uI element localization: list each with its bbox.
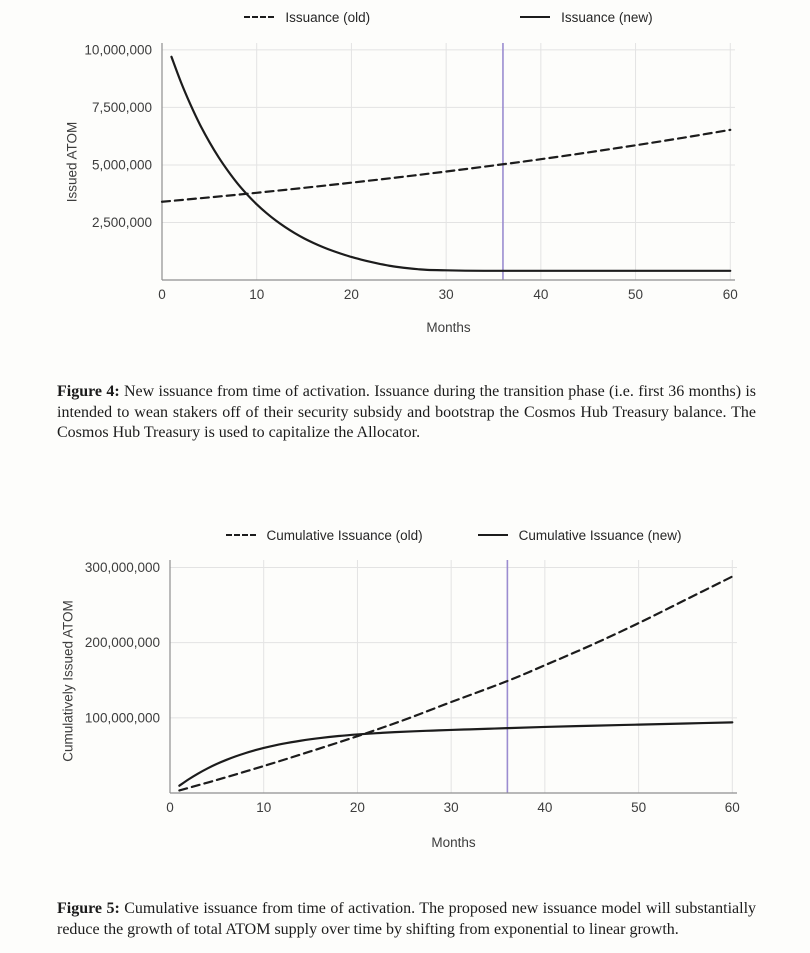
svg-text:50: 50 bbox=[631, 800, 646, 815]
cumulative-chart-x-axis-title: Months bbox=[431, 835, 476, 850]
svg-text:300,000,000: 300,000,000 bbox=[85, 560, 160, 575]
svg-text:10,000,000: 10,000,000 bbox=[84, 42, 152, 57]
svg-text:60: 60 bbox=[725, 800, 740, 815]
svg-text:20: 20 bbox=[344, 287, 359, 302]
legend-label: Cumulative Issuance (new) bbox=[518, 527, 682, 543]
figure4-caption: Figure 4: New issuance from time of acti… bbox=[57, 382, 756, 444]
legend-label: Cumulative Issuance (old) bbox=[266, 527, 423, 543]
issuance-chart-legend: Issuance (old) Issuance (new) bbox=[162, 6, 735, 28]
svg-text:10: 10 bbox=[256, 800, 271, 815]
legend-item-cumulative-new: Cumulative Issuance (new) bbox=[477, 527, 682, 543]
svg-text:2,500,000: 2,500,000 bbox=[92, 215, 152, 230]
dashed-line-marker-icon bbox=[225, 534, 256, 536]
legend-item-issuance-new: Issuance (new) bbox=[520, 10, 653, 25]
cumulative-chart-plot: 0 10 20 30 40 50 60 100,000,000 200,000,000 300,0… bbox=[85, 560, 740, 815]
svg-text:30: 30 bbox=[439, 287, 454, 302]
svg-text:40: 40 bbox=[533, 287, 548, 302]
issuance-chart-x-axis-title: Months bbox=[426, 320, 471, 335]
svg-text:30: 30 bbox=[444, 800, 459, 815]
svg-text:200,000,000: 200,000,000 bbox=[85, 635, 160, 650]
figure5-caption-text: Cumulative issuance from time of activat… bbox=[57, 900, 757, 938]
figure5-caption: Figure 5: Cumulative issuance from time … bbox=[57, 899, 756, 940]
svg-text:40: 40 bbox=[537, 800, 552, 815]
issuance-chart-plot: 0 10 20 30 40 50 60 2,500,000 5,000,000 7,500,000… bbox=[84, 42, 738, 302]
legend-label: Issuance (old) bbox=[285, 9, 371, 25]
legend-item-issuance-old: Issuance (old) bbox=[244, 10, 370, 25]
svg-text:60: 60 bbox=[723, 287, 738, 302]
svg-text:0: 0 bbox=[158, 287, 166, 302]
dashed-line-marker-icon bbox=[244, 16, 275, 18]
legend-item-cumulative-old: Cumulative Issuance (old) bbox=[225, 527, 423, 543]
solid-line-marker-icon bbox=[520, 16, 551, 18]
svg-text:100,000,000: 100,000,000 bbox=[85, 710, 160, 725]
svg-text:7,500,000: 7,500,000 bbox=[92, 100, 152, 115]
svg-text:10: 10 bbox=[249, 287, 264, 302]
svg-text:50: 50 bbox=[628, 287, 643, 302]
figure4-caption-text: New issuance from time of activation. Is… bbox=[57, 383, 757, 441]
cumulative-chart-legend: Cumulative Issuance (old) Cumulative Iss… bbox=[170, 524, 737, 546]
svg-text:0: 0 bbox=[166, 800, 174, 815]
figure4-caption-label: Figure 4: bbox=[57, 383, 120, 400]
svg-text:5,000,000: 5,000,000 bbox=[92, 157, 152, 172]
svg-text:20: 20 bbox=[350, 800, 365, 815]
figure5-caption-label: Figure 5: bbox=[57, 900, 120, 917]
legend-label: Issuance (new) bbox=[561, 9, 653, 25]
solid-line-marker-icon bbox=[477, 534, 508, 536]
